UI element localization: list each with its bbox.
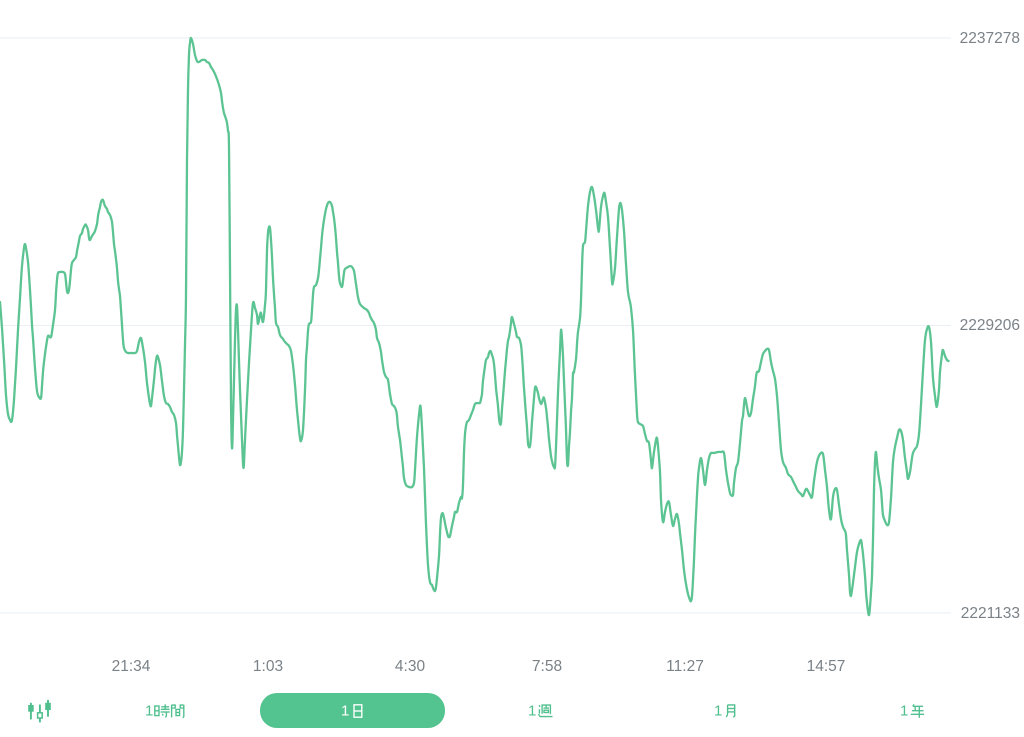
svg-text:1: 1: [528, 702, 536, 719]
svg-text:1: 1: [900, 702, 908, 719]
svg-text:1: 1: [714, 702, 722, 719]
svg-text:1: 1: [145, 702, 153, 719]
svg-text:1: 1: [341, 702, 349, 719]
